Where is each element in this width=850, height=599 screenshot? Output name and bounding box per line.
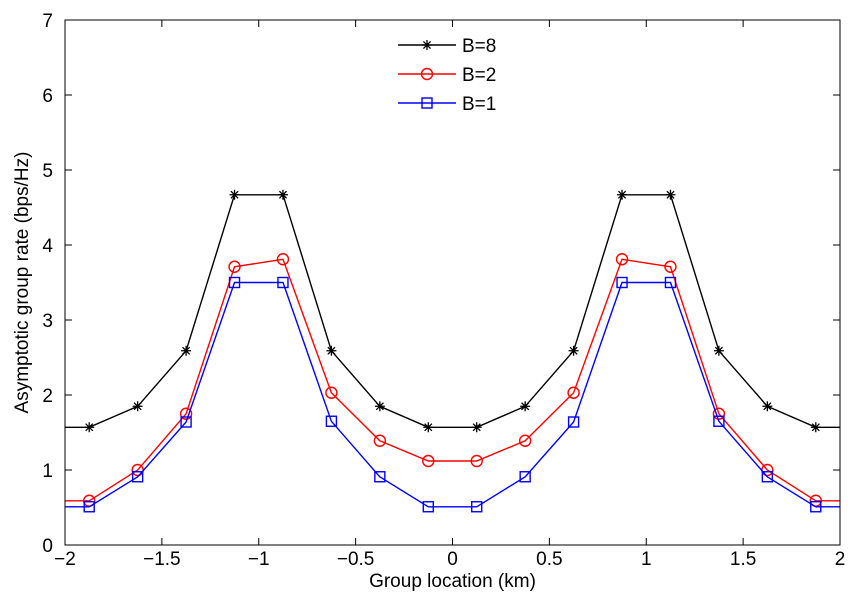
axis-ticks: −2 −1.5 −1 −0.5 0 0.5 1 1.5 2 0 1 2 3 4 5 6 7 xyxy=(42,11,845,570)
x-axis-label: Group location (km) xyxy=(369,571,536,592)
data-point xyxy=(616,276,628,289)
legend-item: B=1 xyxy=(398,94,496,115)
data-point xyxy=(373,434,387,447)
data-point xyxy=(277,189,288,200)
plot-area xyxy=(65,20,840,545)
y-tick-label: 1 xyxy=(42,461,53,482)
x-tick-label: 0 xyxy=(447,549,458,570)
legend-item: B=8 xyxy=(398,36,496,57)
data-point xyxy=(713,415,725,427)
data-point xyxy=(179,407,193,420)
data-point xyxy=(615,253,629,266)
data-point xyxy=(665,189,676,200)
legend-label: B=1 xyxy=(462,94,496,115)
data-point xyxy=(664,276,677,289)
data-point xyxy=(277,276,289,289)
data-point xyxy=(519,471,531,483)
data-point xyxy=(181,345,192,356)
data-point xyxy=(228,276,241,289)
y-tick-label: 4 xyxy=(42,236,53,257)
y-axis-label: Asymptotic group rate (bps/Hz) xyxy=(12,152,33,414)
series-line xyxy=(65,258,840,502)
series-line xyxy=(65,281,840,508)
data-point xyxy=(568,345,579,356)
data-point xyxy=(374,401,385,412)
data-point xyxy=(423,422,434,433)
data-point xyxy=(325,386,338,399)
data-point xyxy=(180,416,192,428)
y-tick-label: 2 xyxy=(42,386,53,407)
data-point xyxy=(83,501,95,513)
data-point xyxy=(229,189,240,200)
x-tick-label: 2 xyxy=(835,549,846,570)
series-1 xyxy=(65,189,840,433)
x-tick-label: −2 xyxy=(54,549,76,570)
legend-marker xyxy=(421,97,433,109)
data-point xyxy=(567,386,580,399)
data-point xyxy=(84,422,95,433)
x-tick-label: 0.5 xyxy=(536,549,562,570)
series-line xyxy=(65,194,840,428)
data-point xyxy=(326,345,337,356)
data-point xyxy=(374,471,386,483)
data-point xyxy=(617,189,628,200)
data-point xyxy=(567,416,580,428)
data-point xyxy=(664,260,677,273)
data-point xyxy=(132,401,143,412)
x-tick-label: −1.5 xyxy=(143,549,181,570)
data-point xyxy=(471,501,483,513)
x-tick-label: −0.5 xyxy=(337,549,375,570)
data-point xyxy=(131,471,144,483)
series-layer xyxy=(65,189,840,513)
legend-label: B=8 xyxy=(462,36,496,57)
x-tick-label: 1 xyxy=(641,549,652,570)
y-tick-label: 3 xyxy=(42,311,53,332)
legend: B=8 B=2 B=1 xyxy=(398,36,496,115)
y-tick-label: 7 xyxy=(42,11,53,32)
x-tick-label: −1 xyxy=(248,549,270,570)
legend-marker xyxy=(420,67,434,81)
data-point xyxy=(518,434,532,447)
data-point xyxy=(276,253,290,266)
series-3 xyxy=(65,276,840,513)
legend-label: B=2 xyxy=(462,65,496,86)
data-point xyxy=(810,422,821,433)
data-point xyxy=(713,345,724,356)
data-point xyxy=(422,501,434,513)
data-point xyxy=(228,260,241,273)
y-tick-label: 6 xyxy=(42,86,53,107)
data-point xyxy=(810,501,822,513)
data-point xyxy=(422,454,435,468)
data-point xyxy=(470,454,483,468)
legend-marker xyxy=(422,40,432,50)
data-point xyxy=(325,415,338,427)
y-tick-label: 0 xyxy=(42,536,53,557)
legend-item: B=2 xyxy=(398,65,496,86)
y-tick-label: 5 xyxy=(42,161,53,182)
data-point xyxy=(762,401,773,412)
data-point xyxy=(520,401,531,412)
data-point xyxy=(471,422,482,433)
data-point xyxy=(761,471,774,483)
x-tick-label: 1.5 xyxy=(730,549,756,570)
